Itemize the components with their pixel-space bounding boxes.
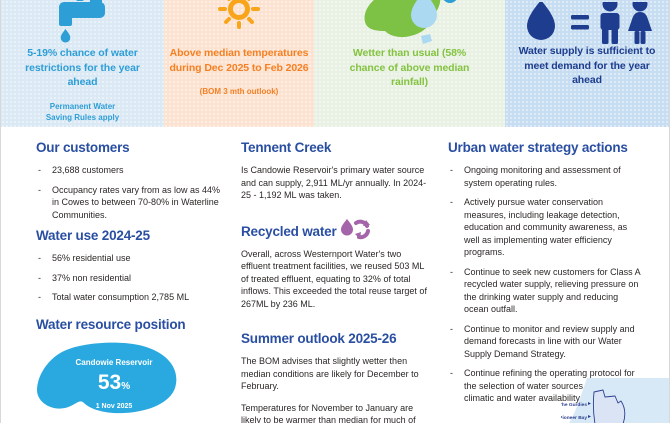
list-item: Total water consumption 2,785 ML — [36, 291, 221, 304]
map-label-the-gurdies: The Gurdies — [561, 402, 587, 408]
summer-outlook-text-2: Temperatures for November to January are… — [241, 402, 416, 423]
locality-map-fragment: The Gurdies Pioneer Bay — [559, 378, 669, 423]
reservoir-level-value: 53% — [97, 371, 131, 394]
reservoir-level-blob: Candowie Reservoir 53% 1 Nov 2025 — [30, 341, 182, 419]
section-heading-water-use: Water use 2024-25 — [36, 228, 150, 243]
panel-heading-supply: Water supply is sufficient to meet deman… — [518, 45, 656, 86]
water-supply-equals-people-icon — [516, 0, 658, 51]
section-heading-summer-outlook: Summer outlook 2025-26 — [241, 331, 397, 346]
section-heading-resource-position: Water resource position — [36, 316, 186, 332]
panel-heading-restrictions: 5-19% chance of water restrictions for t… — [25, 47, 140, 88]
map-marker-icon — [588, 402, 591, 405]
list-item: Continue to monitor and review supply an… — [448, 323, 641, 361]
reservoir-level-date: 1 Nov 2025 — [95, 403, 133, 410]
panel-subtext-bom: (BOM 3 mth outlook) — [199, 87, 279, 96]
list-item: Continue to seek new customers for Class… — [448, 266, 641, 316]
list-item: 56% residential use — [36, 252, 221, 265]
banner-panel-rainfall: Wetter than usual (58% chance of above m… — [314, 0, 505, 127]
list-item: 37% non residential — [36, 272, 221, 285]
section-heading-tennent-creek: Tennent Creek — [241, 140, 332, 155]
column-sources-outlook: Tennent Creek Is Candowie Reservoir's pr… — [241, 140, 427, 423]
percent-sign: % — [121, 381, 131, 392]
australia-rain-icon — [361, 0, 459, 51]
tennent-creek-text: Is Candowie Reservoir's primary water so… — [241, 165, 427, 200]
banner-panel-restrictions: 5-19% chance of water restrictions for t… — [1, 0, 164, 127]
map-marker-icon — [588, 415, 591, 418]
tap-icon — [54, 0, 112, 48]
section-heading-recycled-water: Recycled water — [241, 218, 427, 240]
list-item: Continue refining the operating protocol… — [448, 367, 641, 405]
column-strategy-actions: Urban water strategy actions Ongoing mon… — [448, 140, 641, 412]
summer-outlook-text-1: The BOM advises that slightly wetter the… — [241, 356, 419, 391]
recycled-water-text: Overall, across Westernport Water's two … — [241, 248, 427, 309]
sun-icon — [215, 0, 263, 44]
list-item: Occupancy rates vary from as low as 44% … — [36, 184, 221, 222]
blob-shape — [37, 342, 177, 413]
outlook-banner: 5-19% chance of water restrictions for t… — [1, 0, 669, 127]
panel-heading-rainfall: Wetter than usual (58% chance of above m… — [349, 47, 470, 88]
recycled-water-icon — [339, 216, 371, 246]
reservoir-name: Candowie Reservoir — [75, 357, 153, 367]
banner-panel-supply: Water supply is sufficient to meet deman… — [505, 0, 669, 127]
list-item: 23,688 customers — [36, 164, 221, 177]
map-label-pioneer-bay: Pioneer Bay — [561, 415, 587, 421]
banner-panel-temperature: Above median temperatures during Dec 202… — [164, 0, 314, 127]
panel-subtext-pwsr: Permanent Water Saving Rules apply — [45, 101, 120, 122]
map-graphic: The Gurdies Pioneer Bay — [559, 378, 669, 423]
column-our-customers: Our customers 23,688 customers Occupancy… — [36, 140, 221, 423]
list-item: Actively pursue water conservation measu… — [448, 196, 641, 259]
panel-heading-temperature: Above median temperatures during Dec 202… — [169, 47, 309, 74]
section-heading-strategy: Urban water strategy actions — [448, 140, 628, 155]
list-item: Ongoing monitoring and assessment of sys… — [448, 164, 641, 189]
section-heading-our-customers: Our customers — [36, 140, 130, 155]
